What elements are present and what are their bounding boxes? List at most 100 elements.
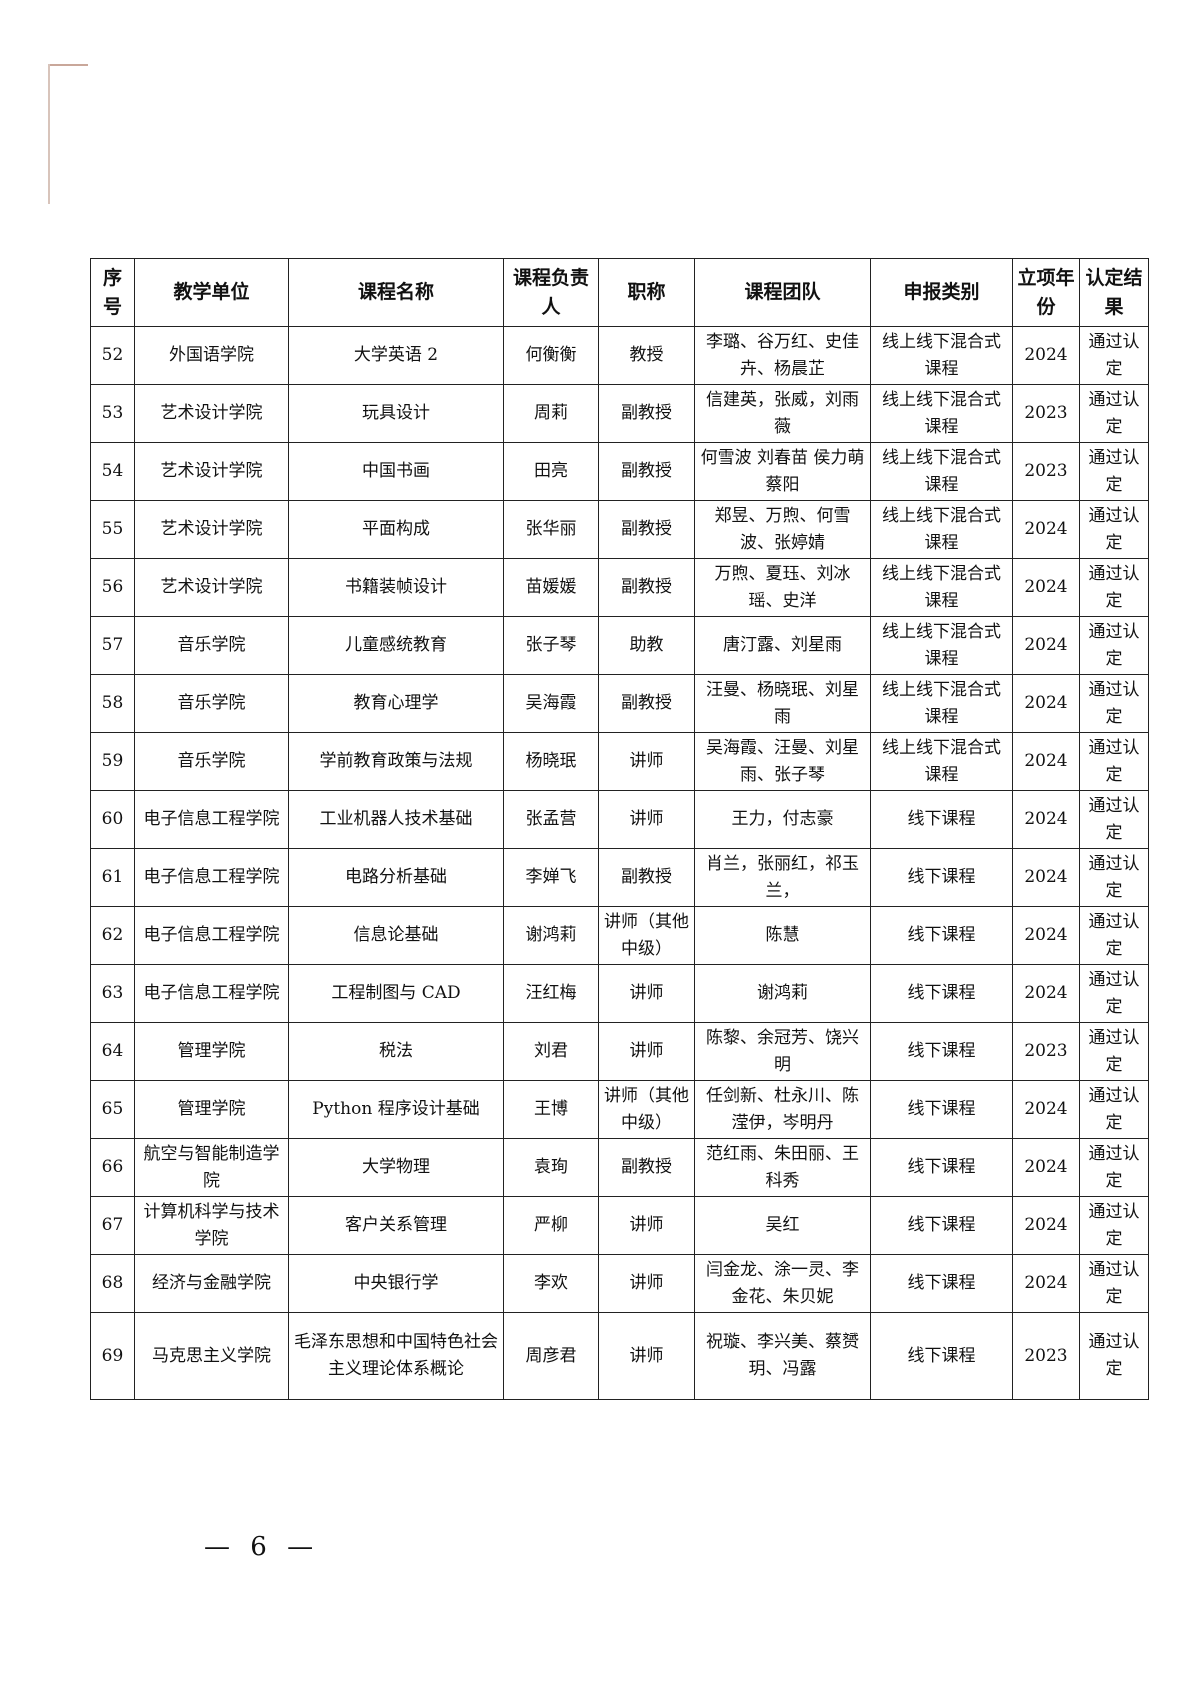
cell-team: 万煦、夏珏、刘冰瑶、史洋 xyxy=(694,558,871,617)
cell-category: 线上线下混合式课程 xyxy=(870,442,1013,501)
cell-course-name: 工程制图与 CAD xyxy=(288,964,504,1023)
cell-seq: 69 xyxy=(90,1312,135,1400)
cell-result: 通过认定 xyxy=(1079,326,1149,385)
column-header-unit: 教学单位 xyxy=(134,258,289,327)
cell-title: 讲师 xyxy=(598,1254,695,1313)
cell-unit: 管理学院 xyxy=(134,1080,289,1139)
table-row: 53 艺术设计学院 玩具设计 周莉 副教授 信建英，张威，刘雨薇 线上线下混合式课程 2023… xyxy=(90,384,1149,443)
cell-course-name: 学前教育政策与法规 xyxy=(288,732,504,791)
cell-course-lead: 谢鸿莉 xyxy=(503,906,599,965)
cell-result: 通过认定 xyxy=(1079,1196,1149,1255)
cell-year: 2024 xyxy=(1012,790,1080,849)
cell-course-lead: 周彦君 xyxy=(503,1312,599,1400)
course-table: 序号 教学单位 课程名称 课程负责人 职称 课程团队 申报类别 立项年份 认定结果 52 外国语学… xyxy=(90,258,1149,1400)
cell-year: 2023 xyxy=(1012,384,1080,443)
cell-title: 副教授 xyxy=(598,558,695,617)
cell-result: 通过认定 xyxy=(1079,1080,1149,1139)
cell-team: 任剑新、杜永川、陈滢伊，岑明丹 xyxy=(694,1080,871,1139)
cell-course-name: 客户关系管理 xyxy=(288,1196,504,1255)
cell-seq: 56 xyxy=(90,558,135,617)
column-header-year: 立项年份 xyxy=(1012,258,1080,327)
cell-course-name: 信息论基础 xyxy=(288,906,504,965)
cell-seq: 58 xyxy=(90,674,135,733)
cell-year: 2024 xyxy=(1012,1254,1080,1313)
cell-year: 2023 xyxy=(1012,442,1080,501)
cell-year: 2024 xyxy=(1012,326,1080,385)
cell-title: 副教授 xyxy=(598,848,695,907)
cell-result: 通过认定 xyxy=(1079,384,1149,443)
cell-category: 线下课程 xyxy=(870,848,1013,907)
cell-year: 2024 xyxy=(1012,674,1080,733)
cell-course-name: 儿童感统教育 xyxy=(288,616,504,675)
cell-course-name: 中国书画 xyxy=(288,442,504,501)
cell-seq: 57 xyxy=(90,616,135,675)
cell-title: 教授 xyxy=(598,326,695,385)
cell-team: 李璐、谷万红、史佳卉、杨晨芷 xyxy=(694,326,871,385)
cell-unit: 艺术设计学院 xyxy=(134,384,289,443)
cell-title: 讲师（其他中级） xyxy=(598,1080,695,1139)
cell-unit: 经济与金融学院 xyxy=(134,1254,289,1313)
cell-unit: 艺术设计学院 xyxy=(134,558,289,617)
cell-title: 副教授 xyxy=(598,384,695,443)
cell-course-lead: 吴海霞 xyxy=(503,674,599,733)
cell-result: 通过认定 xyxy=(1079,790,1149,849)
column-header-team: 课程团队 xyxy=(694,258,871,327)
column-header-course-name: 课程名称 xyxy=(288,258,504,327)
cell-team: 何雪波 刘春苗 侯力萌 蔡阳 xyxy=(694,442,871,501)
cell-course-lead: 杨晓珉 xyxy=(503,732,599,791)
table-body: 52 外国语学院 大学英语 2 何衡衡 教授 李璐、谷万红、史佳卉、杨晨芷 线上线下混合式课… xyxy=(90,326,1149,1400)
cell-seq: 62 xyxy=(90,906,135,965)
table-row: 60 电子信息工程学院 工业机器人技术基础 张孟营 讲师 王力，付志豪 线下课程 2024 通过… xyxy=(90,790,1149,849)
cell-title: 副教授 xyxy=(598,1138,695,1197)
cell-course-lead: 严柳 xyxy=(503,1196,599,1255)
cell-seq: 68 xyxy=(90,1254,135,1313)
cell-result: 通过认定 xyxy=(1079,732,1149,791)
column-header-title: 职称 xyxy=(598,258,695,327)
cell-seq: 59 xyxy=(90,732,135,791)
table-row: 66 航空与智能制造学院 大学物理 袁珣 副教授 范红雨、朱田丽、王科秀 线下课程 2024 通… xyxy=(90,1138,1149,1197)
cell-category: 线上线下混合式课程 xyxy=(870,616,1013,675)
table-row: 54 艺术设计学院 中国书画 田亮 副教授 何雪波 刘春苗 侯力萌 蔡阳 线上线下混合式课程… xyxy=(90,442,1149,501)
page-number: — 6 — xyxy=(204,1532,320,1562)
cell-unit: 航空与智能制造学院 xyxy=(134,1138,289,1197)
cell-course-lead: 李婵飞 xyxy=(503,848,599,907)
cell-category: 线下课程 xyxy=(870,1080,1013,1139)
cell-result: 通过认定 xyxy=(1079,500,1149,559)
cell-course-lead: 汪红梅 xyxy=(503,964,599,1023)
table-row: 57 音乐学院 儿童感统教育 张子琴 助教 唐汀露、刘星雨 线上线下混合式课程 2024 通过认… xyxy=(90,616,1149,675)
cell-title: 讲师 xyxy=(598,1196,695,1255)
cell-seq: 67 xyxy=(90,1196,135,1255)
cell-category: 线下课程 xyxy=(870,1022,1013,1081)
cell-title: 副教授 xyxy=(598,674,695,733)
column-header-seq: 序号 xyxy=(90,258,135,327)
cell-result: 通过认定 xyxy=(1079,1138,1149,1197)
cell-course-lead: 张孟营 xyxy=(503,790,599,849)
cell-year: 2023 xyxy=(1012,1312,1080,1400)
cell-seq: 65 xyxy=(90,1080,135,1139)
cell-course-name: 大学物理 xyxy=(288,1138,504,1197)
cell-team: 闫金龙、涂一灵、李金花、朱贝妮 xyxy=(694,1254,871,1313)
cell-course-lead: 田亮 xyxy=(503,442,599,501)
cell-team: 肖兰，张丽红，祁玉兰， xyxy=(694,848,871,907)
cell-year: 2024 xyxy=(1012,964,1080,1023)
cell-course-name: 税法 xyxy=(288,1022,504,1081)
cell-title: 副教授 xyxy=(598,500,695,559)
cell-category: 线上线下混合式课程 xyxy=(870,674,1013,733)
cell-unit: 电子信息工程学院 xyxy=(134,790,289,849)
cell-title: 讲师 xyxy=(598,732,695,791)
cell-result: 通过认定 xyxy=(1079,1312,1149,1400)
cell-team: 谢鸿莉 xyxy=(694,964,871,1023)
table-header-row: 序号 教学单位 课程名称 课程负责人 职称 课程团队 申报类别 立项年份 认定结果 xyxy=(90,258,1149,327)
cell-unit: 音乐学院 xyxy=(134,674,289,733)
cell-title: 讲师 xyxy=(598,964,695,1023)
cell-course-name: 书籍装帧设计 xyxy=(288,558,504,617)
column-header-course-lead: 课程负责人 xyxy=(503,258,599,327)
cell-category: 线上线下混合式课程 xyxy=(870,384,1013,443)
table-row: 67 计算机科学与技术学院 客户关系管理 严柳 讲师 吴红 线下课程 2024 通过认定 xyxy=(90,1196,1149,1255)
cell-title: 讲师 xyxy=(598,1312,695,1400)
cell-unit: 管理学院 xyxy=(134,1022,289,1081)
cell-unit: 马克思主义学院 xyxy=(134,1312,289,1400)
cell-category: 线下课程 xyxy=(870,1196,1013,1255)
cell-result: 通过认定 xyxy=(1079,674,1149,733)
cell-seq: 66 xyxy=(90,1138,135,1197)
